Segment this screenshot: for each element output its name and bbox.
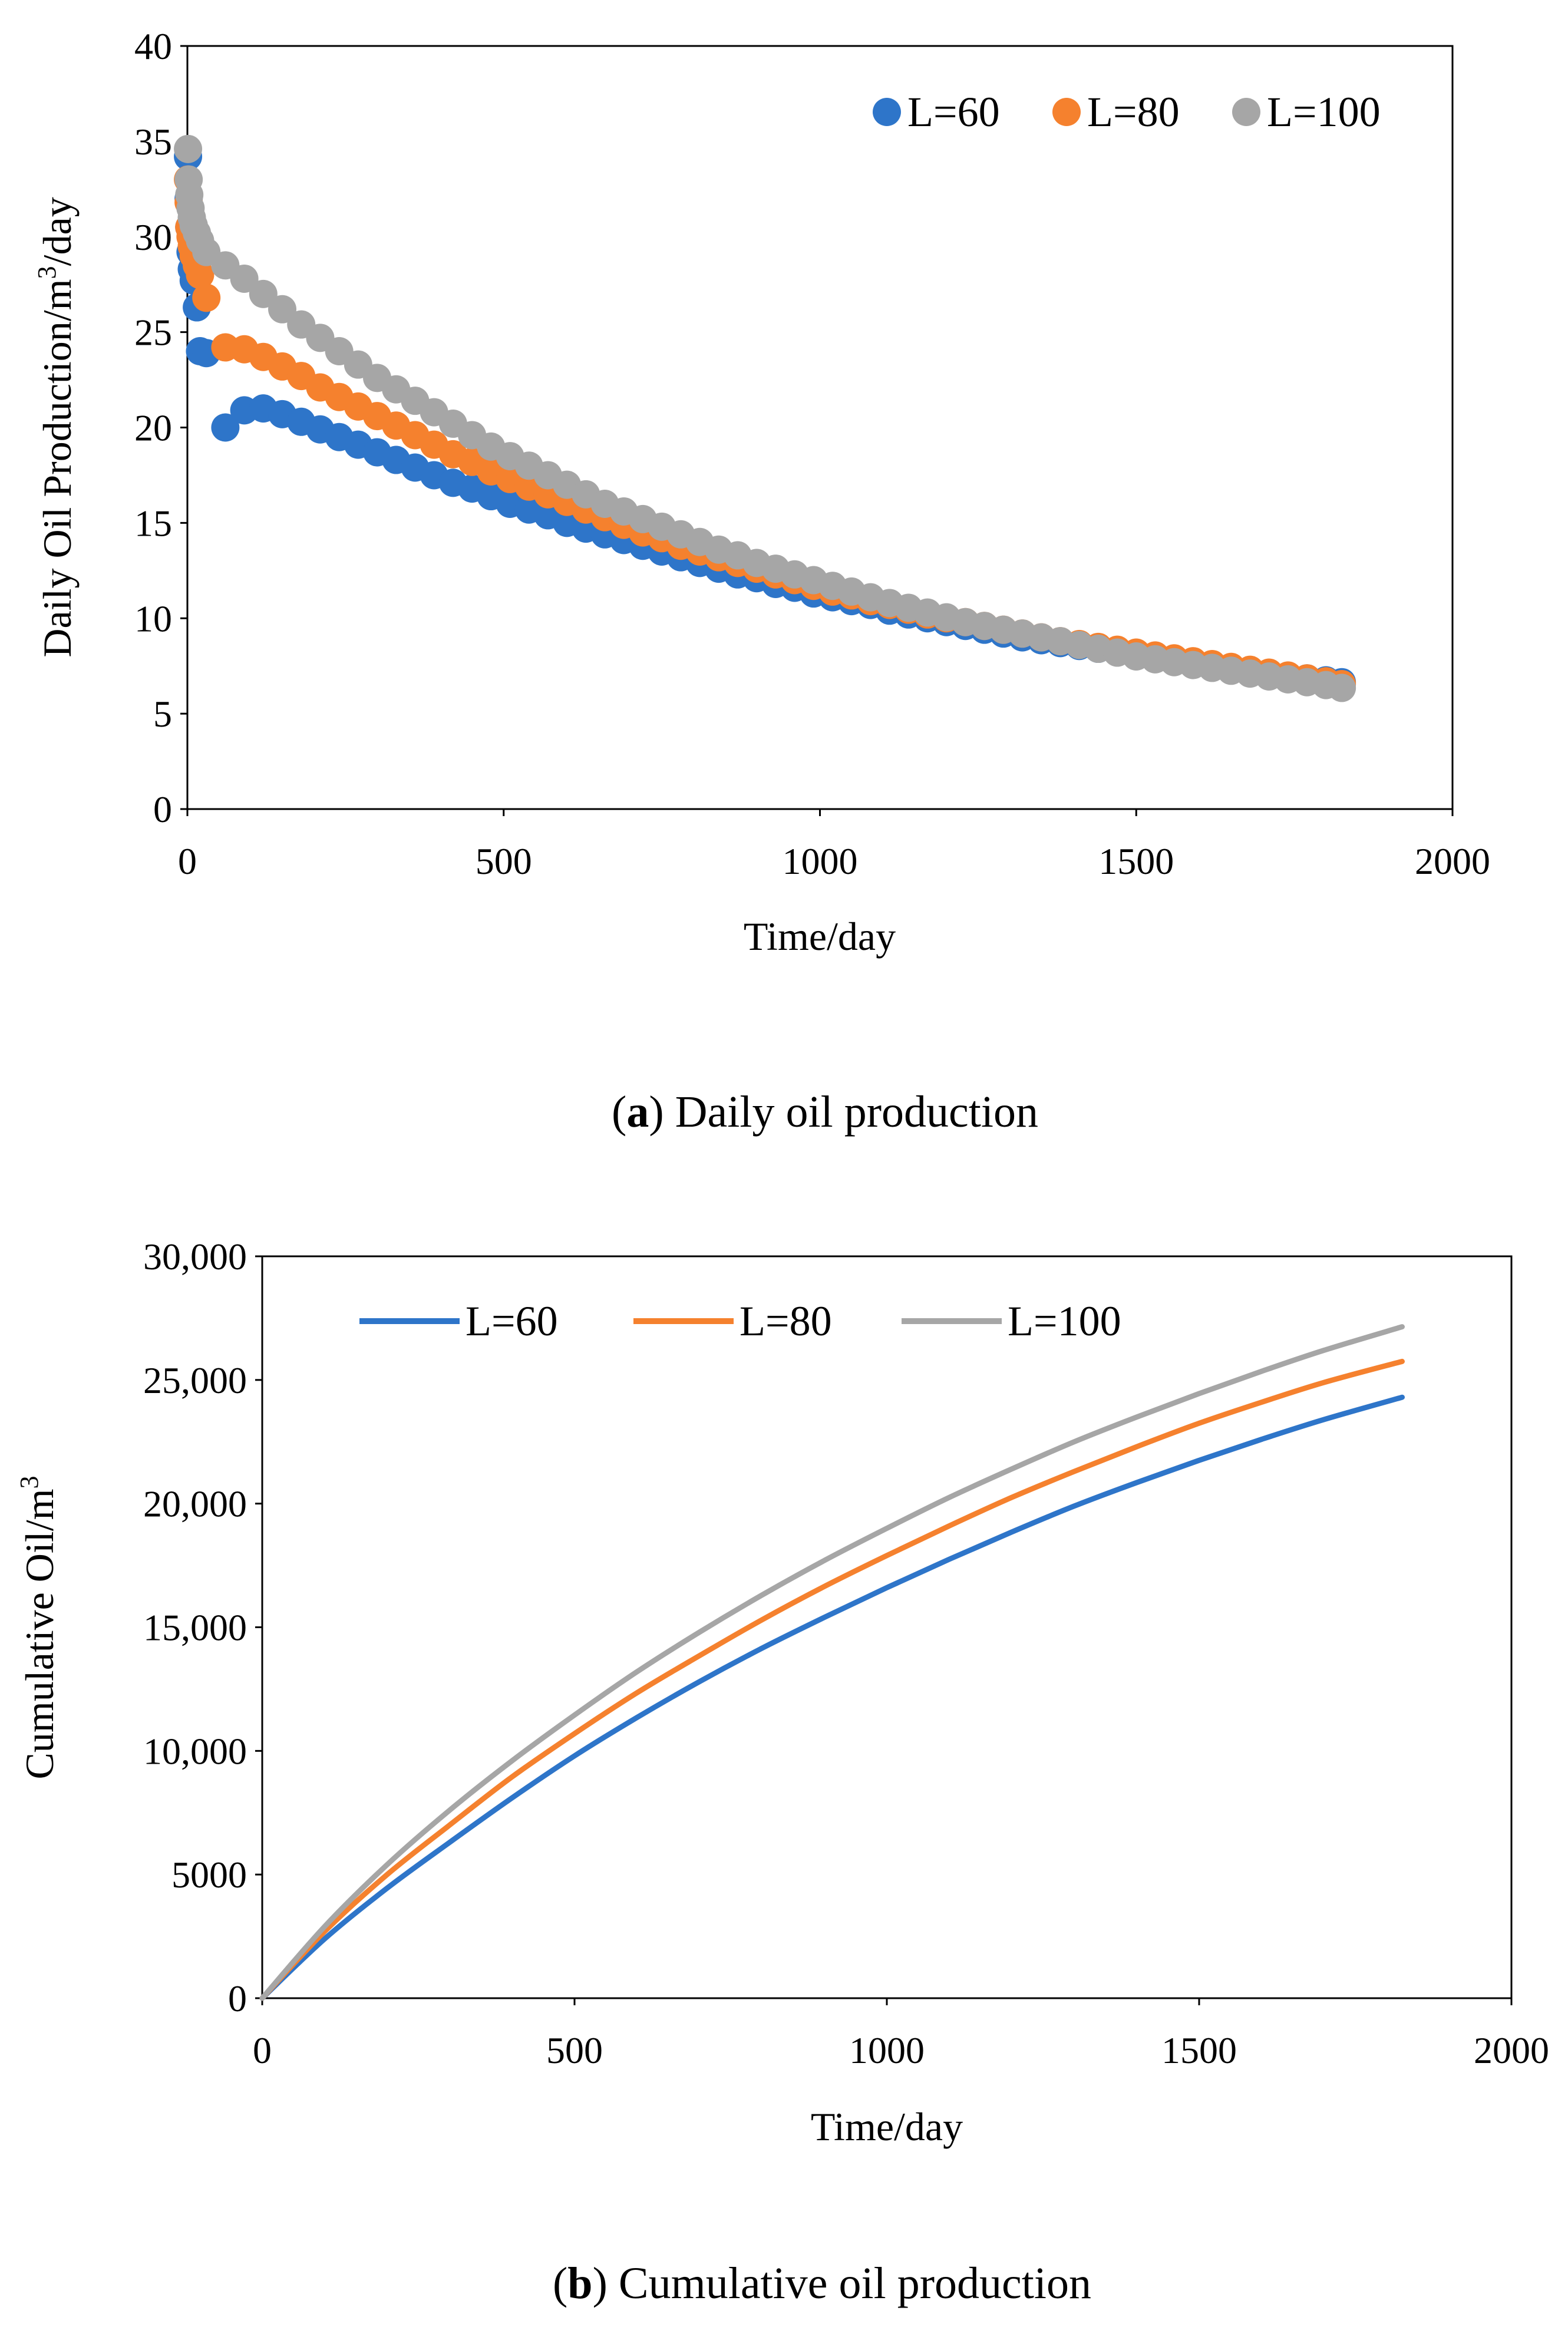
- legend-label-l100: L=100: [1008, 1298, 1121, 1345]
- legend-marker-l80: [1052, 98, 1081, 126]
- data-point-l80: [192, 283, 221, 312]
- y-tick-label: 5: [153, 693, 172, 735]
- y-tick-label: 20,000: [143, 1483, 247, 1525]
- data-lines: [259, 1324, 1405, 2001]
- x-tick-label: 500: [546, 2029, 603, 2071]
- y-axis-ticks: 0 5 10 15 20 25 30 35 40: [134, 25, 187, 830]
- y-tick-label: 15,000: [143, 1607, 247, 1649]
- legend-marker-l60: [873, 98, 901, 126]
- data-point-l100: [1328, 674, 1356, 702]
- series-line-l80: [259, 1358, 1405, 2001]
- y-axis-label: Daily Oil Production/m3/day: [32, 197, 80, 657]
- data-point-l100: [249, 279, 278, 308]
- x-tick-label: 2000: [1415, 840, 1490, 882]
- y-tick-label: 15: [134, 502, 172, 544]
- x-tick-label: 1500: [1161, 2029, 1237, 2071]
- series-line-l100: [259, 1324, 1405, 2001]
- y-tick-label: 0: [228, 1978, 247, 2019]
- series-l60: [174, 142, 1356, 697]
- y-tick-label: 20: [134, 407, 172, 449]
- cumulative-oil-chart: 0 5000 10,000 15,000 20,000 25,000 30,000 0 500…: [15, 1236, 1549, 2149]
- legend: L=60 L=80 L=100: [873, 88, 1381, 136]
- legend-marker-l100: [1232, 98, 1260, 126]
- y-tick-label: 30: [134, 216, 172, 258]
- data-point-l80: [186, 260, 214, 289]
- y-axis-ticks: 0 5000 10,000 15,000 20,000 25,000 30,000: [143, 1236, 262, 2019]
- y-tick-label: 30,000: [143, 1236, 247, 1278]
- y-tick-label: 40: [134, 25, 172, 67]
- data-point-l60: [211, 413, 240, 442]
- legend-label-l60: L=60: [907, 88, 1000, 136]
- data-point-l100: [230, 264, 259, 293]
- legend-label-l80: L=80: [1087, 88, 1180, 136]
- x-axis-ticks: 0 500 1000 1500 2000: [253, 1998, 1549, 2071]
- legend-label-l80: L=80: [740, 1298, 832, 1345]
- plot-area-frame: [261, 1255, 1513, 1999]
- caption-a: (a) Daily oil production: [612, 1087, 1038, 1137]
- daily-oil-chart: 0 5 10 15 20 25 30 35 40 0 500 1000 1500 2000 Time/d…: [32, 25, 1490, 959]
- x-tick-label: 1000: [849, 2029, 925, 2071]
- x-tick-label: 0: [178, 840, 197, 882]
- x-tick-label: 1000: [783, 840, 858, 882]
- y-tick-label: 10,000: [143, 1730, 247, 1772]
- x-tick-label: 500: [476, 840, 532, 882]
- data-point-l100: [268, 295, 297, 324]
- caption-b: (b) Cumulative oil production: [553, 2259, 1091, 2308]
- series-l100: [174, 134, 1356, 702]
- data-points: [174, 134, 1356, 702]
- series-line-l60: [259, 1394, 1405, 2001]
- x-axis-ticks: 0 500 1000 1500 2000: [178, 809, 1490, 882]
- y-axis-label: Cumulative Oil/m3: [15, 1476, 62, 1780]
- y-tick-label: 10: [134, 598, 172, 639]
- y-tick-label: 35: [134, 121, 172, 163]
- legend: L=60 L=80 L=100: [359, 1298, 1121, 1345]
- x-axis-label: Time/day: [811, 2104, 963, 2149]
- legend-label-l100: L=100: [1267, 88, 1381, 136]
- y-tick-label: 0: [153, 788, 172, 830]
- x-tick-label: 1500: [1098, 840, 1174, 882]
- legend-label-l60: L=60: [466, 1298, 558, 1345]
- x-axis-label: Time/day: [744, 914, 896, 959]
- x-tick-label: 0: [253, 2029, 272, 2071]
- x-tick-label: 2000: [1474, 2029, 1549, 2071]
- y-tick-label: 25,000: [143, 1359, 247, 1401]
- y-tick-label: 5000: [171, 1854, 247, 1896]
- data-point-l100: [174, 134, 203, 163]
- y-tick-label: 25: [134, 312, 172, 354]
